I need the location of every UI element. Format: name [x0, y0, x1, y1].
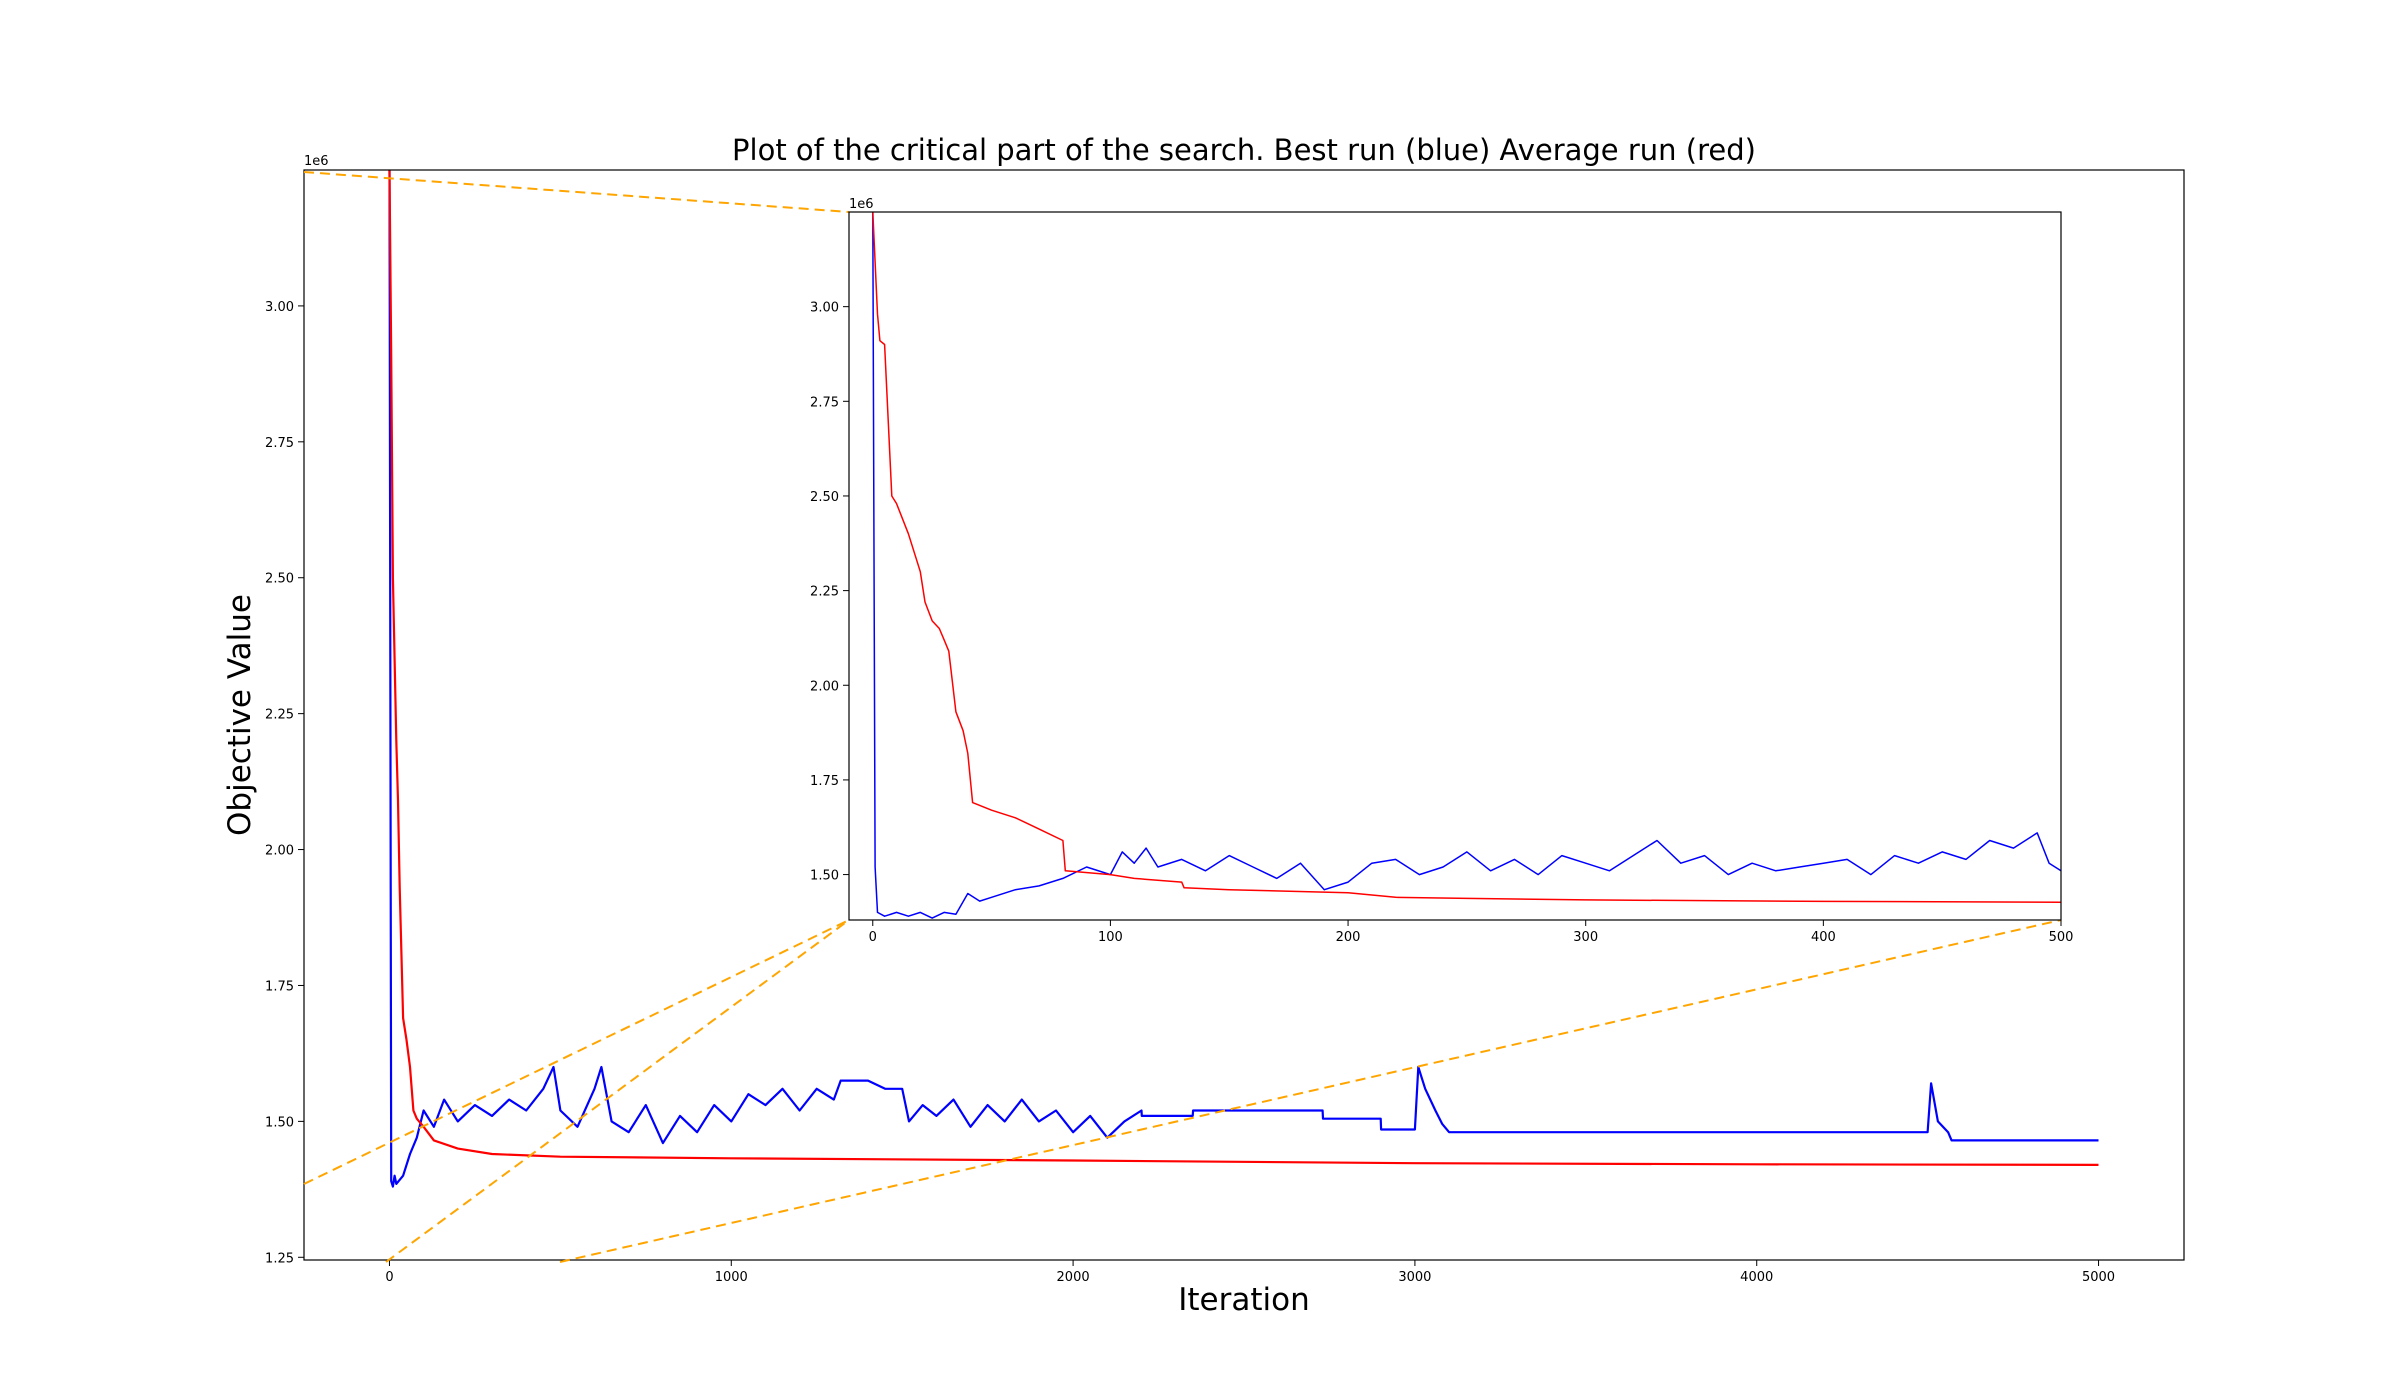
inset-x-tick-label: 500	[2049, 930, 2074, 945]
main-y-tick-label: 2.00	[265, 844, 294, 859]
main-x-tick-label: 2000	[1057, 1270, 1090, 1285]
main-y-tick-label: 1.25	[265, 1251, 294, 1266]
zoom-connectors	[303, 171, 2062, 1263]
main-y-tick-label: 3.00	[265, 300, 294, 315]
main-y-tick-label: 2.50	[265, 572, 294, 587]
main-x-tick-label: 3000	[1398, 1270, 1431, 1285]
main-y-tick-label: 2.75	[265, 436, 294, 451]
inset-x-tick-label: 400	[1811, 930, 1836, 945]
inset-x-tick-label: 200	[1336, 930, 1361, 945]
main-y-tick-label: 2.25	[265, 708, 294, 723]
chart-title: Plot of the critical part of the search.…	[732, 133, 1756, 167]
main-plot-frame	[303, 169, 2185, 1261]
main-series-average-run	[388, 170, 2099, 1167]
inset-y-tick-label: 2.25	[810, 585, 839, 600]
main-x-tick-label: 5000	[2082, 1270, 2115, 1285]
inset-y-tick-label: 1.75	[810, 774, 839, 789]
main-axes: 0 1000 2000 3000 4000 5000 1.251.501.752.002.…	[265, 154, 2185, 1285]
inset-y-tick-label: 2.50	[810, 490, 839, 505]
inset-y-tick-label: 2.00	[810, 679, 839, 694]
inset-x-tick-label: 100	[1098, 930, 1123, 945]
main-x-tick-label: 0	[385, 1270, 393, 1285]
inset-axes: 0 100 200 300 400 500 1.50 1.75 2.00 2.25 2.50 2.7…	[810, 197, 2073, 945]
zoom-connector-line	[559, 919, 2062, 1263]
inset-y-offset-label: 1e6	[849, 197, 874, 212]
inset-series-best-run	[872, 212, 2061, 919]
main-y-offset-label: 1e6	[304, 154, 329, 169]
inset-y-tick-label: 2.75	[810, 395, 839, 410]
zoom-connector-line	[303, 919, 850, 1185]
inset-background	[849, 212, 2061, 920]
inset-y-tick-label: 3.00	[810, 301, 839, 316]
y-axis-label: Objective Value	[222, 594, 258, 836]
inset-x-tick-label: 300	[1573, 930, 1598, 945]
main-x-tick-label: 4000	[1740, 1270, 1773, 1285]
main-y-tick-label: 1.75	[265, 979, 294, 994]
inset-plot-frame	[848, 211, 2062, 921]
zoom-connector-line	[303, 171, 850, 213]
main-series-best-run	[388, 170, 2099, 1188]
inset-series-average-run	[872, 212, 2061, 903]
inset-y-tick-label: 1.50	[810, 869, 839, 884]
x-axis-label: Iteration	[1178, 1282, 1310, 1318]
inset-x-tick-label: 0	[869, 930, 877, 945]
main-x-tick-label: 1000	[715, 1270, 748, 1285]
main-y-tick-label: 1.50	[265, 1115, 294, 1130]
